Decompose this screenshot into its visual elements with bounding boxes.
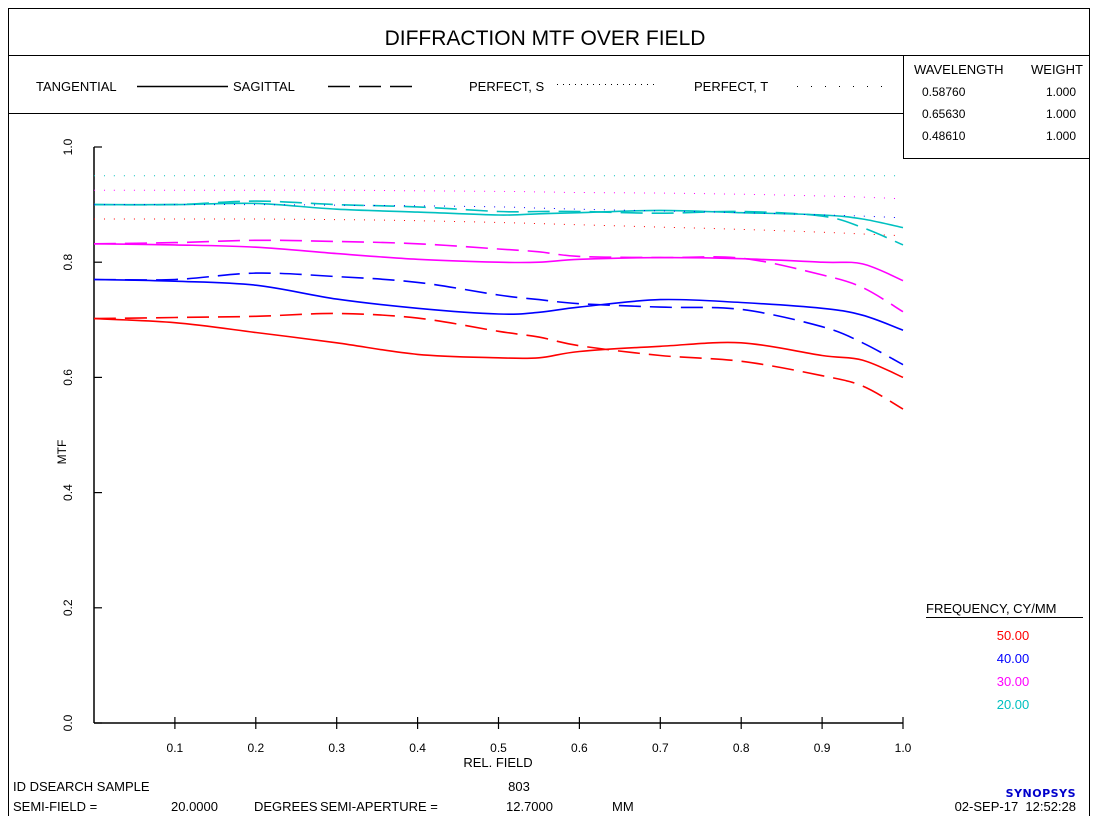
frequency-legend-title: FREQUENCY, CY/MM bbox=[926, 601, 1057, 616]
wavelength-row-2: 0.65630 bbox=[922, 107, 966, 121]
plot-area: 0.1 0.2 0.3 0.4 0.5 0.6 0.7 0.8 0.9 1.0 0.0 0.2 0.4 0… bbox=[61, 138, 912, 755]
x-tick-label: 0.6 bbox=[571, 741, 588, 755]
x-tick-label: 0.9 bbox=[814, 741, 831, 755]
series-tangential-20-00 bbox=[93, 202, 904, 229]
x-tick-label: 1.0 bbox=[895, 741, 912, 755]
footer-semi-field-label: SEMI-FIELD = bbox=[13, 799, 97, 814]
x-tick-label: 0.5 bbox=[490, 741, 507, 755]
frequency-legend-item-20: 20.00 bbox=[997, 697, 1030, 712]
legend-perfect-t-label: PERFECT, T bbox=[694, 79, 768, 94]
footer-number: 803 bbox=[508, 779, 530, 794]
footer-semi-aperture-value: 12.7000 bbox=[506, 799, 553, 814]
y-tick-label: 0.2 bbox=[61, 599, 75, 616]
footer-degrees-label: DEGREES bbox=[254, 799, 318, 814]
series-sagittal-40-00 bbox=[93, 272, 904, 366]
chart-title: DIFFRACTION MTF OVER FIELD bbox=[385, 27, 706, 50]
footer-semi-aperture-label: SEMI-APERTURE = bbox=[320, 799, 438, 814]
series-tangential-30-00 bbox=[93, 243, 904, 282]
x-tick-label: 0.4 bbox=[409, 741, 426, 755]
x-tick-label: 0.7 bbox=[652, 741, 669, 755]
outer-border bbox=[8, 8, 1090, 816]
x-axis-title: REL. FIELD bbox=[463, 755, 532, 770]
series-tangential-50-00 bbox=[93, 317, 904, 379]
synopsys-logo: SYNOPSYS bbox=[1006, 787, 1076, 800]
series-perfect-line bbox=[94, 189, 904, 200]
footer-mm-label: MM bbox=[612, 799, 634, 814]
weight-header: WEIGHT bbox=[1031, 62, 1083, 77]
weight-row-3: 1.000 bbox=[1046, 129, 1076, 143]
wavelength-header: WAVELENGTH bbox=[914, 62, 1004, 77]
weight-row-2: 1.000 bbox=[1046, 107, 1076, 121]
frequency-legend-item-40: 40.00 bbox=[997, 651, 1030, 666]
x-tick-label: 0.3 bbox=[328, 741, 345, 755]
footer-datetime: 02-SEP-17 12:52:28 bbox=[955, 799, 1076, 814]
x-tick-label: 0.1 bbox=[167, 741, 184, 755]
series-perfect-line bbox=[93, 218, 904, 237]
legend-tangential-label: TANGENTIAL bbox=[36, 79, 117, 94]
y-tick-label: 0.8 bbox=[61, 254, 75, 271]
weight-row-1: 1.000 bbox=[1046, 85, 1076, 99]
frequency-legend-item-50: 50.00 bbox=[997, 628, 1030, 643]
frequency-legend-item-30: 30.00 bbox=[997, 674, 1030, 689]
wavelength-row-3: 0.48610 bbox=[922, 129, 966, 143]
footer-semi-field-value: 20.0000 bbox=[171, 799, 218, 814]
y-tick-label: 1.0 bbox=[61, 138, 75, 155]
x-tick-label: 0.2 bbox=[247, 741, 264, 755]
y-tick-label: 0.6 bbox=[61, 369, 75, 386]
y-tick-label: 0.4 bbox=[61, 484, 75, 501]
series-sagittal-50-00 bbox=[93, 312, 904, 410]
legend-sagittal-label: SAGITTAL bbox=[233, 79, 295, 94]
series-sagittal-20-00 bbox=[93, 200, 904, 246]
x-tick-label: 0.8 bbox=[733, 741, 750, 755]
y-axis-title: MTF bbox=[55, 440, 69, 465]
legend-perfect-s-label: PERFECT, S bbox=[469, 79, 544, 94]
series-tangential-40-00 bbox=[93, 278, 904, 331]
footer-id: ID DSEARCH SAMPLE bbox=[13, 779, 150, 794]
wavelength-row-1: 0.58760 bbox=[922, 85, 966, 99]
y-tick-label: 0.0 bbox=[61, 714, 75, 731]
series-sagittal-30-00 bbox=[93, 239, 904, 313]
